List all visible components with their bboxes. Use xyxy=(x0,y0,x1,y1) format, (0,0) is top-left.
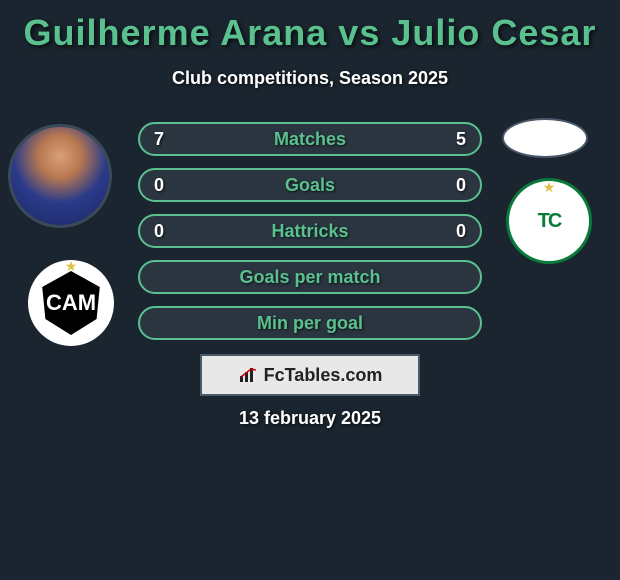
stat-label: Goals xyxy=(285,175,335,196)
stat-value-right: 0 xyxy=(456,175,466,196)
stat-value-right: 5 xyxy=(456,129,466,150)
player-photo-right xyxy=(502,118,588,158)
stat-row-matches: 7 Matches 5 xyxy=(138,122,482,156)
stat-value-right: 0 xyxy=(456,221,466,242)
club-logo-left: ★ CAM xyxy=(28,260,114,346)
stat-row-mpg: Min per goal xyxy=(138,306,482,340)
subtitle: Club competitions, Season 2025 xyxy=(0,68,620,89)
stat-label: Hattricks xyxy=(271,221,348,242)
club-shield-left: CAM xyxy=(39,271,103,335)
stat-label: Matches xyxy=(274,129,346,150)
stat-row-hattricks: 0 Hattricks 0 xyxy=(138,214,482,248)
stat-row-gpm: Goals per match xyxy=(138,260,482,294)
branding-text: FcTables.com xyxy=(264,365,383,386)
stat-label: Min per goal xyxy=(257,313,363,334)
club-logo-right: ★ TC xyxy=(506,178,592,264)
stat-value-left: 0 xyxy=(154,221,164,242)
chart-icon xyxy=(238,366,258,384)
stat-row-goals: 0 Goals 0 xyxy=(138,168,482,202)
stat-value-left: 7 xyxy=(154,129,164,150)
stats-container: 7 Matches 5 0 Goals 0 0 Hattricks 0 Goal… xyxy=(138,122,482,352)
club-shield-right: TC xyxy=(519,191,579,251)
branding: FcTables.com xyxy=(200,354,420,396)
date-label: 13 february 2025 xyxy=(0,408,620,429)
stat-label: Goals per match xyxy=(239,267,380,288)
page-title: Guilherme Arana vs Julio Cesar xyxy=(0,0,620,54)
stat-value-left: 0 xyxy=(154,175,164,196)
star-icon: ★ xyxy=(543,179,556,196)
player-photo-left xyxy=(8,124,112,228)
